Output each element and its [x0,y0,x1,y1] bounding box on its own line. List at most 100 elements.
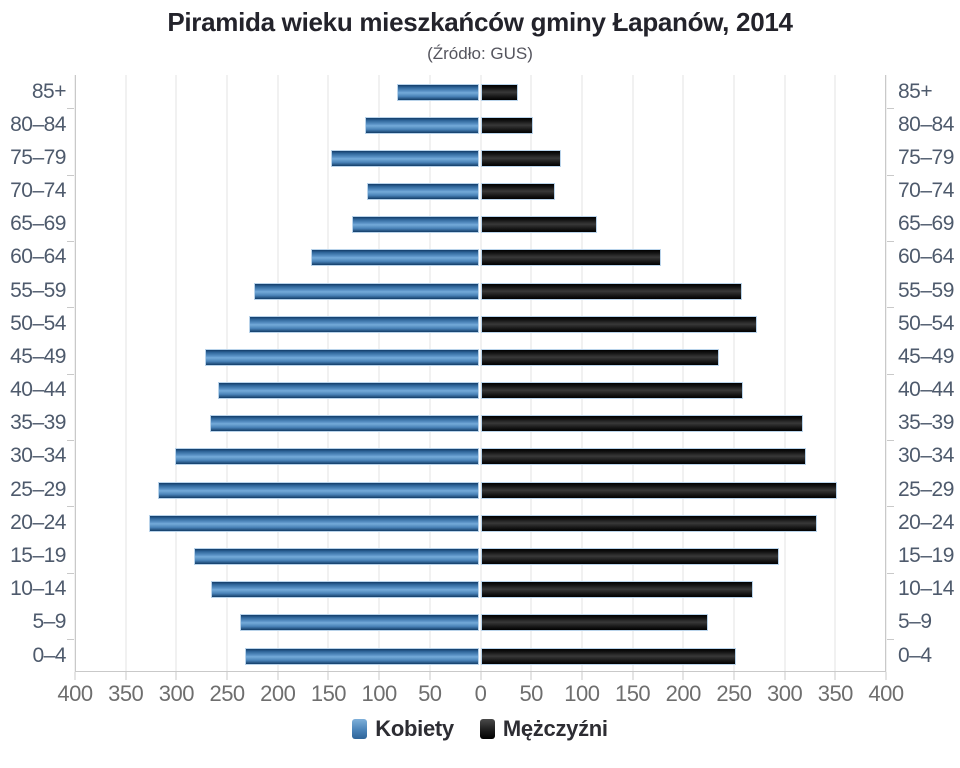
x-axis-tick-label: 50 [418,681,442,706]
female-bar[interactable] [149,514,479,532]
age-group-label-right: 30–34 [898,444,954,468]
male-bar[interactable] [480,614,708,632]
y-axis-labels-left: 85+ 80–84 75–79 70–74 65–69 60–64 55–59 50–54 45… [0,75,66,672]
x-axis-tick-label: 50 [519,681,543,706]
age-group-label-right: 0–4 [898,643,932,667]
gridline [733,75,735,672]
right-axis-tick [887,572,894,574]
x-axis-labels: 400 350 300 250 200 150 100 50 0 50 100 150 200 250 30… [57,681,904,706]
legend: Kobiety Mężczyźni [0,716,960,742]
pyramid-row [75,75,886,108]
pyramid-row [75,374,886,407]
female-bar[interactable] [351,216,479,234]
age-group-label-left: 45–49 [10,344,66,368]
female-bar[interactable] [254,282,479,300]
female-bar[interactable] [367,183,479,201]
age-group-label-right: 10–14 [898,577,954,601]
pyramid-row [75,606,886,639]
male-bar[interactable] [480,83,518,101]
left-axis-tick [67,108,74,110]
left-axis-tick [67,572,74,574]
age-group-label-left: 60–64 [10,245,66,269]
bars-layer [75,75,886,672]
gridline [327,75,329,672]
age-group-label-left: 75–79 [10,145,66,169]
x-axis-tick-label: 400 [868,681,904,706]
legend-item-kobiety[interactable]: Kobiety [352,716,454,742]
female-bar[interactable] [193,547,479,565]
female-bar[interactable] [210,581,479,599]
x-axis-tick [226,672,228,680]
x-axis-tick-label: 300 [158,681,195,706]
age-group-label-left: 40–44 [10,378,66,402]
male-bar[interactable] [480,581,754,599]
x-axis-tick-label: 350 [817,681,854,706]
x-axis-tick-label: 150 [614,681,651,706]
male-bar[interactable] [480,216,598,234]
age-group-label-left: 10–14 [10,577,66,601]
male-bar[interactable] [480,249,661,267]
gridline [530,75,532,672]
male-bar[interactable] [480,282,743,300]
left-axis-tick [67,240,74,242]
x-axis-tick [530,672,532,680]
right-axis-tick [887,373,894,375]
female-bar[interactable] [217,382,479,400]
legend-label-mezczyzni: Mężczyźni [502,716,608,741]
male-bar[interactable] [480,315,758,333]
female-bar[interactable] [364,116,479,134]
left-axis-line [75,75,76,672]
left-axis-tick [67,439,74,441]
female-bar[interactable] [245,647,479,665]
male-bar[interactable] [480,481,838,499]
gridline [226,75,228,672]
x-axis-tick-label: 100 [361,681,398,706]
male-bar[interactable] [480,183,555,201]
male-bar[interactable] [480,547,779,565]
pyramid-row [75,108,886,141]
male-bar[interactable] [480,514,818,532]
gridline [682,75,684,672]
female-bar[interactable] [175,448,479,466]
female-bar[interactable] [209,415,479,433]
x-axis-tick-label: 0 [474,681,487,706]
pyramid-row [75,473,886,506]
mezczyzni-swatch-icon [479,719,495,739]
age-group-label-right: 60–64 [898,245,954,269]
age-group-label-left: 15–19 [10,543,66,567]
x-axis-tick [327,672,329,680]
female-bar[interactable] [240,614,479,632]
pyramid-row [75,340,886,373]
male-bar[interactable] [480,348,719,366]
age-group-label-right: 40–44 [898,378,954,402]
age-group-label-right: 35–39 [898,411,954,435]
x-axis-tick [733,672,735,680]
age-group-label-right: 65–69 [898,212,954,236]
age-group-label-left: 35–39 [10,411,66,435]
female-bar[interactable] [397,83,479,101]
pyramid-row [75,241,886,274]
plot-area [67,75,894,680]
age-group-label-left: 85+ [31,79,67,103]
male-bar[interactable] [480,116,534,134]
male-bar[interactable] [480,647,736,665]
female-bar[interactable] [204,348,479,366]
female-bar[interactable] [330,149,479,167]
male-bar[interactable] [480,149,561,167]
pyramid-row [75,175,886,208]
male-bar[interactable] [480,382,744,400]
right-axis-tick [887,240,894,242]
x-axis-tick [834,672,836,680]
female-bar[interactable] [158,481,479,499]
y-axis-labels-right: 85+ 80–84 75–79 70–74 65–69 60–64 55–59 50–54 45… [891,75,960,672]
legend-item-mezczyzni[interactable]: Mężczyźni [479,716,608,742]
age-group-label-right: 75–79 [898,145,954,169]
female-bar[interactable] [249,315,479,333]
female-bar[interactable] [311,249,479,267]
male-bar[interactable] [480,415,803,433]
gridline [632,75,634,672]
male-bar[interactable] [480,448,806,466]
x-axis-tick [581,672,583,680]
age-group-label-left: 5–9 [32,610,66,634]
x-axis-tick [784,672,786,680]
